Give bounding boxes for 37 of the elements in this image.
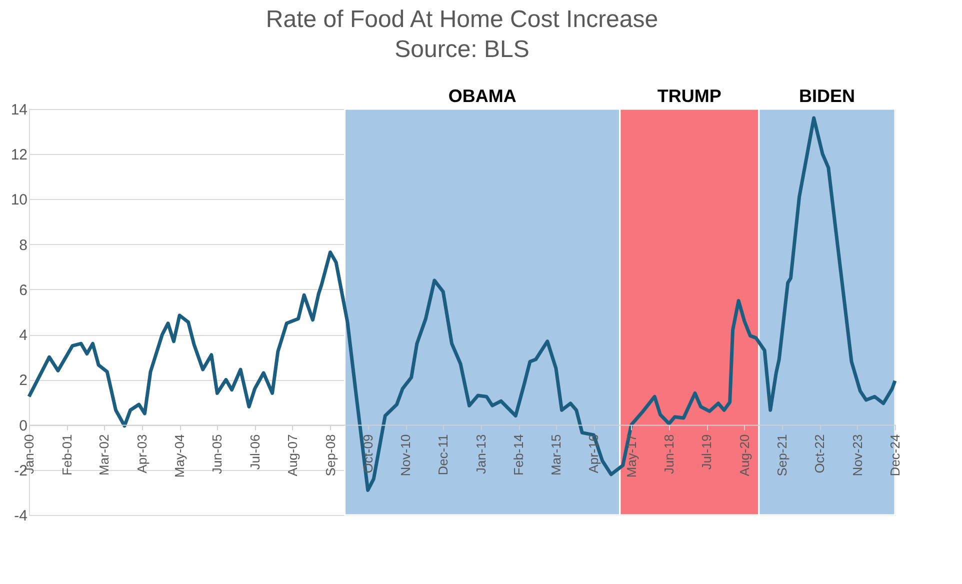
x-tick-label: Aug-20 bbox=[736, 434, 752, 476]
y-tick-label: 12 bbox=[10, 146, 28, 164]
x-tick-label: Dec-11 bbox=[436, 434, 451, 476]
x-tick-label: Jul-19 bbox=[699, 434, 714, 470]
x-tick-label: Apr-03 bbox=[134, 434, 150, 474]
x-tick-label: Feb-14 bbox=[511, 434, 526, 476]
x-tick-label: Feb-01 bbox=[59, 434, 74, 476]
x-tick-label: Oct-09 bbox=[360, 434, 376, 474]
x-tick-label: May-17 bbox=[624, 434, 639, 478]
y-tick-label: 6 bbox=[19, 282, 28, 299]
y-tick-label: 14 bbox=[10, 102, 28, 118]
x-tick-label: May-04 bbox=[172, 434, 188, 478]
x-tick-label: Jan-13 bbox=[473, 434, 488, 474]
x-tick-label: Mar-02 bbox=[96, 434, 112, 476]
y-tick-label: 0 bbox=[19, 417, 28, 434]
x-tick-label: Nov-10 bbox=[398, 434, 414, 476]
y-tick-label: 10 bbox=[10, 192, 28, 209]
band-label: TRUMP bbox=[657, 86, 722, 106]
band-label: OBAMA bbox=[448, 86, 516, 106]
y-tick-label: 2 bbox=[19, 372, 28, 390]
band-label: BIDEN bbox=[798, 86, 855, 106]
x-tick-label: Sep-21 bbox=[774, 434, 790, 476]
chart-title: Rate of Food At Home Cost Increase bbox=[266, 6, 658, 33]
x-tick-label: Jul-06 bbox=[247, 434, 262, 470]
x-tick-label: Aug-07 bbox=[284, 434, 300, 476]
x-tick-label: Nov-23 bbox=[850, 434, 865, 476]
x-tick-label: Oct-22 bbox=[812, 434, 828, 474]
x-tick-label: Jun-18 bbox=[662, 434, 677, 474]
y-tick-label: -4 bbox=[14, 508, 28, 524]
chart-subtitle: Source: BLS bbox=[394, 36, 530, 63]
x-tick-label: Apr-16 bbox=[586, 434, 602, 474]
y-tick-label: 8 bbox=[19, 236, 28, 254]
y-tick-label: 4 bbox=[19, 327, 28, 344]
x-tick-label: Sep-08 bbox=[322, 434, 338, 476]
x-tick-label: Dec-24 bbox=[888, 434, 902, 476]
x-tick-label: Jun-05 bbox=[210, 434, 225, 474]
x-tick-label: Mar-15 bbox=[548, 434, 564, 476]
